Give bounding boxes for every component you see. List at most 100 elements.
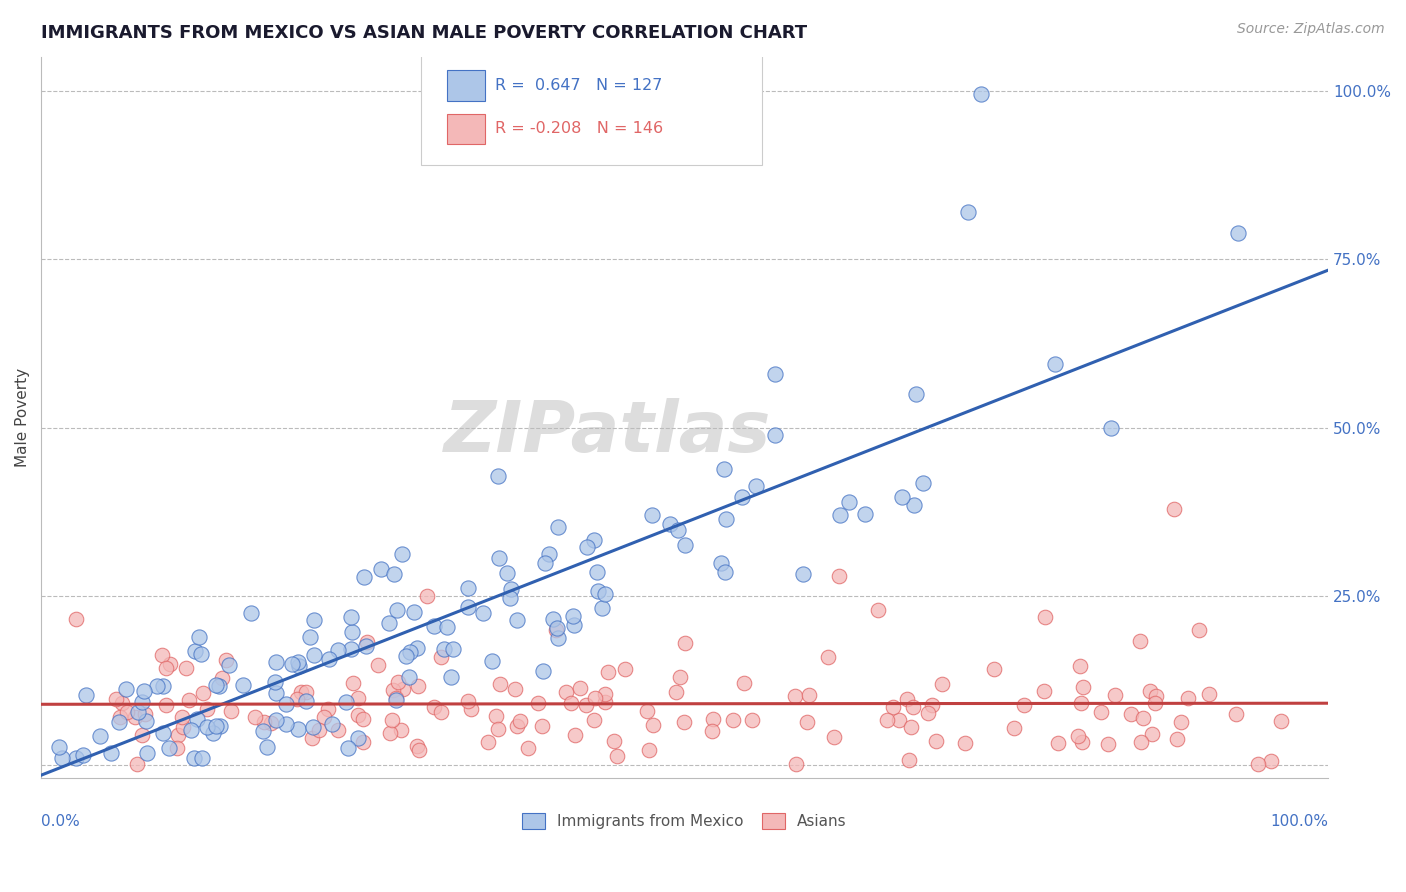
Point	[1143, 696, 1166, 710]
Point	[294, 694, 316, 708]
Point	[1170, 715, 1192, 730]
Point	[211, 671, 233, 685]
Point	[352, 735, 374, 749]
Point	[440, 670, 463, 684]
Point	[903, 498, 925, 512]
Point	[433, 641, 456, 656]
Point	[187, 630, 209, 644]
Point	[499, 591, 522, 605]
Text: ZIPatlas: ZIPatlas	[444, 398, 770, 467]
Point	[347, 731, 370, 745]
Point	[191, 751, 214, 765]
Point	[391, 547, 413, 561]
Point	[537, 548, 560, 562]
Point	[347, 707, 370, 722]
Point	[460, 702, 482, 716]
Point	[1012, 698, 1035, 712]
Point	[252, 723, 274, 738]
FancyBboxPatch shape	[447, 70, 485, 101]
Point	[335, 695, 357, 709]
Point	[111, 697, 134, 711]
Point	[104, 691, 127, 706]
Point	[576, 540, 599, 554]
Point	[763, 367, 786, 381]
Point	[167, 727, 190, 741]
Point	[541, 612, 564, 626]
Point	[905, 387, 928, 401]
Point	[488, 677, 510, 691]
Point	[585, 690, 607, 705]
Point	[336, 741, 359, 756]
Text: 100.0%: 100.0%	[1270, 814, 1329, 830]
Point	[547, 520, 569, 534]
Point	[1270, 714, 1292, 728]
Point	[1090, 706, 1112, 720]
Point	[591, 601, 613, 615]
Point	[785, 690, 807, 704]
Point	[423, 619, 446, 633]
Point	[135, 714, 157, 728]
Text: IMMIGRANTS FROM MEXICO VS ASIAN MALE POVERTY CORRELATION CHART: IMMIGRANTS FROM MEXICO VS ASIAN MALE POV…	[41, 24, 807, 42]
Point	[209, 719, 232, 733]
Point	[586, 566, 609, 580]
Point	[1002, 721, 1025, 735]
Point	[901, 700, 924, 714]
Point	[506, 719, 529, 733]
Point	[392, 682, 415, 697]
Point	[131, 728, 153, 742]
Point	[983, 662, 1005, 676]
Point	[201, 726, 224, 740]
Point	[328, 642, 350, 657]
Point	[429, 706, 451, 720]
Point	[264, 655, 287, 669]
Point	[953, 736, 976, 750]
Point	[509, 714, 531, 728]
Point	[531, 719, 554, 733]
Point	[89, 729, 111, 743]
Point	[921, 698, 943, 713]
Point	[281, 657, 304, 671]
Point	[1104, 688, 1126, 702]
Point	[1047, 736, 1070, 750]
Point	[606, 749, 628, 764]
Point	[673, 636, 696, 650]
Point	[132, 684, 155, 698]
Point	[582, 533, 605, 548]
Point	[641, 508, 664, 523]
Point	[1139, 684, 1161, 698]
Point	[285, 692, 308, 706]
Text: Source: ZipAtlas.com: Source: ZipAtlas.com	[1237, 22, 1385, 37]
Point	[560, 696, 582, 710]
Point	[378, 615, 401, 630]
Point	[177, 693, 200, 707]
Point	[1070, 735, 1092, 749]
Point	[159, 657, 181, 671]
Point	[326, 723, 349, 737]
Point	[638, 743, 661, 757]
Point	[240, 606, 263, 620]
Point	[321, 717, 343, 731]
Point	[583, 713, 606, 727]
Point	[150, 648, 173, 663]
Point	[340, 641, 363, 656]
Point	[472, 607, 495, 621]
Point	[796, 714, 818, 729]
Text: R =  0.647   N = 127: R = 0.647 N = 127	[495, 78, 662, 93]
Point	[274, 698, 297, 712]
Point	[155, 698, 177, 712]
Point	[636, 704, 658, 718]
Point	[384, 691, 406, 706]
Point	[314, 710, 336, 724]
Point	[398, 671, 420, 685]
Point	[1177, 690, 1199, 705]
Point	[702, 723, 724, 738]
Point	[1066, 730, 1088, 744]
Point	[485, 709, 508, 723]
Point	[340, 609, 363, 624]
Point	[441, 641, 464, 656]
Point	[381, 713, 404, 727]
Point	[596, 665, 619, 680]
Text: R = -0.208   N = 146: R = -0.208 N = 146	[495, 121, 664, 136]
Point	[714, 565, 737, 579]
Point	[385, 693, 408, 707]
